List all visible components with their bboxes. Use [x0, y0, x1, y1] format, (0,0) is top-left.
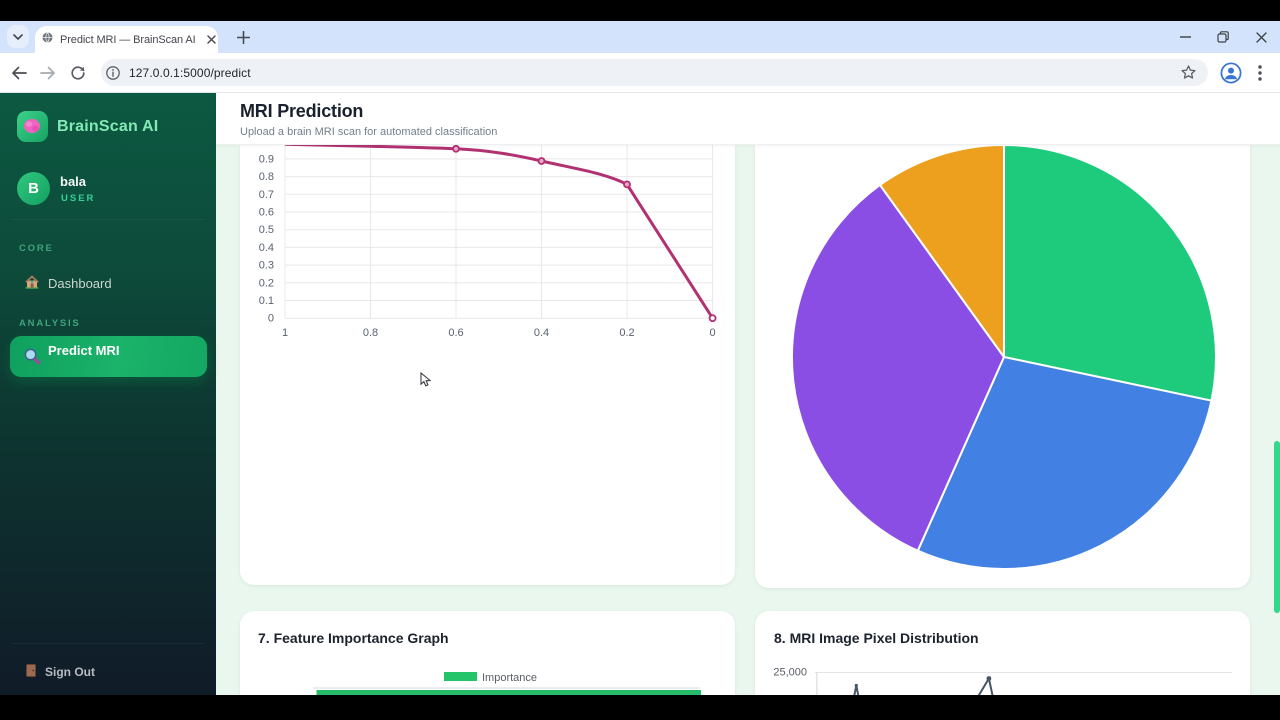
svg-text:0.6: 0.6 — [259, 207, 274, 219]
svg-text:0.3: 0.3 — [259, 260, 274, 272]
svg-text:0.4: 0.4 — [534, 327, 549, 339]
svg-text:0.1: 0.1 — [259, 295, 274, 307]
svg-text:0: 0 — [268, 313, 274, 325]
svg-text:25,000: 25,000 — [773, 667, 807, 679]
svg-text:0.2: 0.2 — [619, 327, 634, 339]
svg-text:0.8: 0.8 — [259, 171, 274, 183]
svg-text:0.8: 0.8 — [363, 327, 378, 339]
svg-text:Importance: Importance — [482, 672, 537, 684]
svg-text:0.6: 0.6 — [448, 327, 463, 339]
svg-text:1: 1 — [282, 327, 288, 339]
svg-text:0.2: 0.2 — [259, 277, 274, 289]
svg-text:0.9: 0.9 — [259, 153, 274, 165]
svg-text:0.4: 0.4 — [259, 242, 274, 254]
svg-text:0.7: 0.7 — [259, 189, 274, 201]
svg-text:0.5: 0.5 — [259, 224, 274, 236]
svg-text:0: 0 — [710, 327, 716, 339]
